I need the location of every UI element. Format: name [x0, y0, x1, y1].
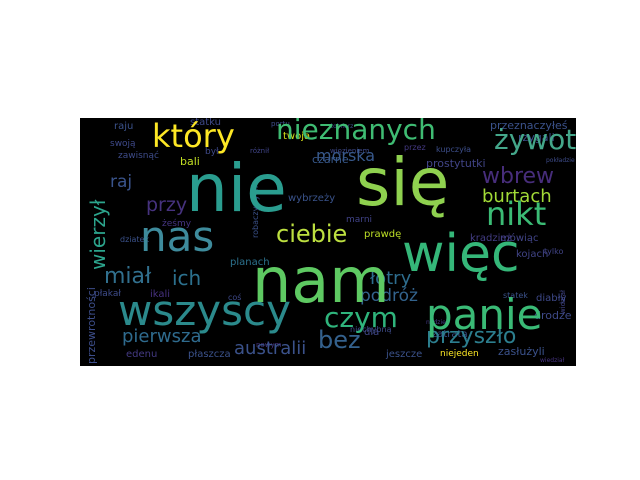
word-bali: bali [180, 155, 200, 168]
word-nikt: nikt [486, 195, 547, 233]
word-cloud-canvas: twoja portu żołnierz różnił coś nowym ni… [80, 118, 576, 366]
word-planach: planach [230, 257, 270, 268]
word-zasluzyli: zasłużyli [498, 345, 545, 358]
word-ikali: ikali [150, 289, 171, 300]
word-burtach: burtach [482, 186, 552, 207]
word-zatrata: zatratą [432, 329, 468, 340]
word-kupczyla: kupczyła [436, 145, 472, 154]
word-morska: morska [316, 146, 376, 165]
word-kradziez: kradzież [470, 233, 512, 244]
word-niejeden: niejeden [440, 349, 479, 359]
word-wiec: więc [402, 224, 520, 284]
word-przyszlo: przyszło [426, 324, 517, 349]
word-roznil: różnił [250, 147, 270, 155]
word-panie: panie [426, 290, 543, 339]
word-zywot: żywot [494, 123, 576, 156]
word-byl: był [205, 147, 219, 157]
word-przeznaczyles: przeznaczyłeś [490, 119, 568, 132]
word-mowiac: mówiąc [500, 233, 539, 244]
word-wybrzezy: wybrzeży [288, 193, 336, 204]
word-dla: dla [364, 327, 380, 338]
word-zeszmy: żeśmy [162, 219, 192, 229]
word-portu: portu [271, 120, 290, 128]
word-cos: coś [228, 293, 242, 302]
word-niechybna: niechybną [350, 325, 392, 334]
word-wiedzial: wiedział [540, 357, 565, 364]
word-prostytutki: prostytutki [426, 157, 486, 170]
word-wiezieniem: więzieniem [330, 147, 370, 155]
word-dziatek: dziatek [120, 235, 150, 244]
word-przy: przy [146, 194, 188, 216]
word-zawisnac: zawisnąć [118, 151, 159, 161]
word-statku: statku [190, 118, 222, 128]
word-wbrew: wbrew [482, 164, 555, 189]
word-drodze: drodze [534, 309, 572, 322]
word-kojach: kojach [516, 249, 549, 260]
word-ciebie: ciebie [276, 220, 348, 248]
word-plakal: płakał [94, 289, 121, 299]
word-diably: diabły [536, 293, 567, 304]
word-nas: nas [140, 212, 215, 261]
word-nadziei: nadziei [426, 319, 448, 326]
word-zolnierz: żołnierz [330, 123, 354, 130]
word-statek: statek [503, 291, 528, 300]
word-rzygali: rzygali [518, 131, 555, 144]
word-wierzyl: wierzył [86, 199, 110, 270]
word-mial: miał [104, 264, 152, 289]
word-pierwsza: pierwsza [122, 326, 202, 347]
word-nie: nie [186, 150, 287, 227]
word-prawde: prawdę [364, 229, 402, 240]
word-bez: bez [318, 326, 361, 354]
word-marni: marni [346, 215, 373, 225]
word-czarne: czarne [312, 153, 349, 166]
word-nam: nam [252, 244, 390, 317]
word-ich: ich [172, 266, 202, 290]
word-tylko: tylko [544, 247, 564, 256]
word-plaszcza: płaszcza [188, 349, 231, 360]
word-lotry: łotry [370, 268, 412, 289]
word-sie: się [356, 144, 450, 221]
word-edenu: edenu [126, 349, 158, 360]
word-twoja: twoja [283, 131, 311, 142]
word-nowym: nowym [256, 341, 282, 349]
word-pokladzie: pokładzie [546, 157, 575, 164]
word-australii: australii [234, 338, 307, 359]
word-podroz: podróż [360, 286, 418, 306]
word-raj: raj [110, 172, 133, 192]
word-wszyscy: wszyscy [118, 286, 291, 335]
word-raju: raju [114, 121, 134, 132]
word-czym: czym [324, 301, 398, 334]
word-swoja: swoją [110, 139, 136, 149]
word-przewrotnosci: przewrotności [85, 287, 98, 364]
word-ktory: który [152, 118, 235, 155]
word-przez: przez [404, 143, 426, 152]
word-nieznanych: nieznanych [276, 118, 436, 146]
word-jeszcze: jeszcze [386, 349, 423, 360]
